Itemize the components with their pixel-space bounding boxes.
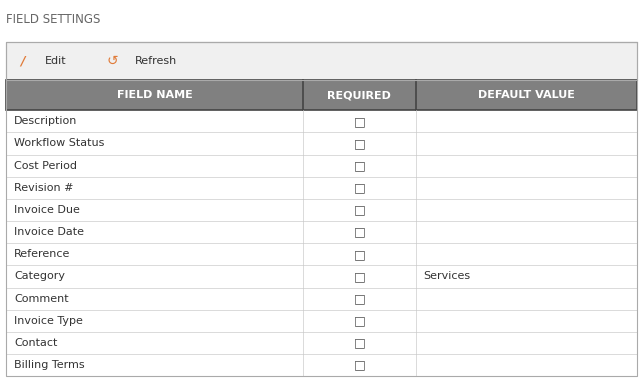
Text: DEFAULT VALUE: DEFAULT VALUE (478, 90, 575, 100)
Text: FIELD SETTINGS: FIELD SETTINGS (6, 13, 101, 26)
FancyBboxPatch shape (6, 177, 637, 199)
Text: REQUIRED: REQUIRED (327, 90, 391, 100)
FancyBboxPatch shape (6, 80, 637, 110)
Text: Edit: Edit (45, 56, 67, 66)
FancyBboxPatch shape (6, 221, 637, 243)
Text: □: □ (354, 314, 365, 327)
FancyBboxPatch shape (6, 132, 637, 155)
FancyBboxPatch shape (6, 354, 637, 376)
FancyBboxPatch shape (6, 310, 637, 332)
Text: Revision #: Revision # (14, 183, 74, 193)
Text: □: □ (354, 359, 365, 372)
Text: Services: Services (424, 271, 471, 282)
FancyBboxPatch shape (6, 332, 637, 354)
Text: Reference: Reference (14, 249, 71, 259)
Text: □: □ (354, 248, 365, 261)
Text: Invoice Due: Invoice Due (14, 205, 80, 215)
FancyBboxPatch shape (6, 265, 637, 288)
Text: Invoice Type: Invoice Type (14, 316, 83, 326)
Text: Refresh: Refresh (135, 56, 177, 66)
Text: Description: Description (14, 116, 78, 126)
FancyBboxPatch shape (6, 199, 637, 221)
Text: □: □ (354, 226, 365, 239)
Text: □: □ (354, 159, 365, 172)
Text: □: □ (354, 137, 365, 150)
Text: Cost Period: Cost Period (14, 161, 77, 171)
Text: ↺: ↺ (107, 54, 118, 68)
FancyBboxPatch shape (6, 110, 637, 132)
FancyBboxPatch shape (6, 155, 637, 177)
Text: □: □ (354, 181, 365, 194)
Text: FIELD NAME: FIELD NAME (116, 90, 192, 100)
Text: Workflow Status: Workflow Status (14, 138, 105, 149)
Text: Invoice Date: Invoice Date (14, 227, 84, 237)
FancyBboxPatch shape (6, 288, 637, 310)
Text: Category: Category (14, 271, 65, 282)
Text: □: □ (354, 203, 365, 217)
Text: Comment: Comment (14, 294, 69, 304)
FancyBboxPatch shape (6, 243, 637, 265)
Text: □: □ (354, 115, 365, 128)
Text: □: □ (354, 270, 365, 283)
Text: Billing Terms: Billing Terms (14, 360, 85, 370)
Text: □: □ (354, 336, 365, 350)
Text: /: / (20, 54, 25, 67)
Text: □: □ (354, 292, 365, 305)
Text: Contact: Contact (14, 338, 57, 348)
FancyBboxPatch shape (6, 42, 637, 80)
